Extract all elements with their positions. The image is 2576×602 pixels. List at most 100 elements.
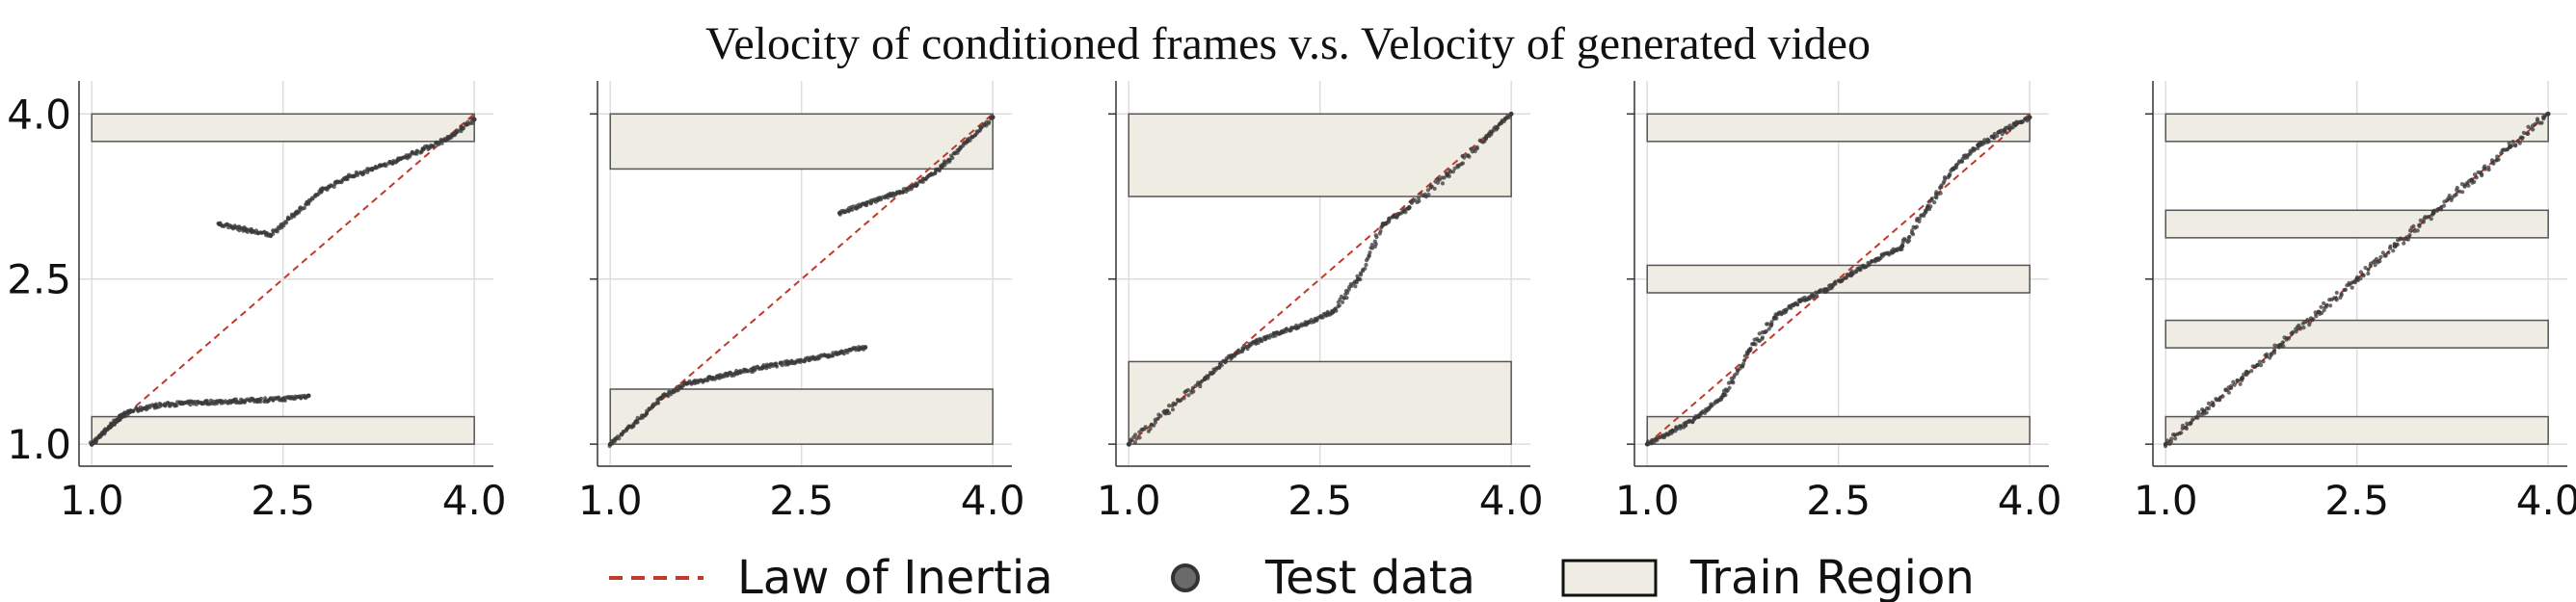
x-tick-label: 2.5 bbox=[251, 477, 315, 524]
test-point bbox=[684, 380, 690, 386]
test-point bbox=[2513, 143, 2518, 147]
test-point bbox=[2383, 253, 2388, 258]
test-point bbox=[443, 138, 448, 143]
test-point bbox=[760, 364, 766, 370]
legend-test-swatch bbox=[1171, 563, 1200, 592]
test-point bbox=[2483, 167, 2488, 171]
test-point bbox=[2261, 359, 2266, 364]
test-point bbox=[1848, 271, 1854, 276]
test-point bbox=[305, 393, 311, 399]
test-point bbox=[178, 401, 184, 406]
test-point bbox=[2313, 310, 2318, 315]
test-point bbox=[1164, 408, 1170, 414]
test-point bbox=[2240, 376, 2245, 380]
test-point bbox=[431, 144, 436, 148]
test-point bbox=[2322, 301, 2326, 305]
test-point bbox=[1417, 198, 1421, 203]
test-point bbox=[420, 146, 426, 152]
y-tick-label: 1.0 bbox=[7, 421, 71, 468]
panel-5: 1.0 2.5 4.0 bbox=[2134, 81, 2576, 524]
test-point bbox=[2402, 241, 2406, 246]
test-point bbox=[2189, 420, 2193, 425]
test-point bbox=[1148, 427, 1153, 432]
test-point bbox=[2206, 401, 2211, 406]
test-point bbox=[1981, 141, 1986, 145]
test-point bbox=[1417, 196, 1421, 200]
test-point bbox=[888, 193, 893, 198]
test-point bbox=[2354, 276, 2360, 282]
test-point bbox=[1368, 250, 1372, 255]
test-point bbox=[2301, 326, 2306, 330]
test-point bbox=[266, 399, 271, 404]
test-point bbox=[2235, 378, 2240, 382]
test-point bbox=[1364, 262, 1368, 268]
test-point bbox=[1986, 138, 1991, 143]
test-point bbox=[2366, 267, 2371, 272]
test-point bbox=[1330, 309, 1336, 315]
test-point bbox=[414, 148, 420, 153]
test-point bbox=[1823, 287, 1828, 293]
test-point bbox=[2472, 172, 2478, 177]
train-region bbox=[1128, 360, 1512, 445]
test-point bbox=[2352, 280, 2357, 285]
test-series-1 bbox=[607, 345, 868, 449]
test-series-2 bbox=[216, 116, 477, 239]
test-point bbox=[1947, 173, 1952, 178]
test-point bbox=[329, 183, 333, 188]
test-point bbox=[2460, 190, 2465, 195]
inertia-line bbox=[91, 113, 475, 445]
test-point bbox=[439, 141, 444, 145]
x-tick-label: 2.5 bbox=[1806, 477, 1871, 524]
test-point bbox=[318, 188, 324, 194]
test-point bbox=[817, 355, 822, 360]
test-point bbox=[1182, 396, 1186, 401]
test-point bbox=[89, 441, 94, 447]
test-point bbox=[819, 353, 824, 357]
y-tick-label: 2.5 bbox=[7, 256, 71, 303]
test-point bbox=[115, 417, 120, 423]
test-point bbox=[1700, 410, 1705, 415]
test-point bbox=[2238, 381, 2243, 386]
test-point bbox=[2542, 114, 2547, 119]
train-region bbox=[2164, 209, 2549, 239]
test-point bbox=[1765, 322, 1769, 327]
test-point bbox=[1753, 342, 1758, 347]
test-point bbox=[1991, 135, 1996, 140]
x-tick-label: 1.0 bbox=[2134, 477, 2198, 524]
test-point bbox=[2374, 256, 2379, 261]
test-point bbox=[2510, 140, 2515, 144]
test-point bbox=[1353, 284, 1358, 289]
test-point bbox=[163, 404, 168, 408]
test-point bbox=[280, 396, 286, 402]
test-point bbox=[1143, 425, 1148, 430]
test-point bbox=[1279, 329, 1285, 334]
test-point bbox=[1727, 385, 1732, 390]
test-point bbox=[159, 403, 164, 407]
test-point bbox=[2508, 144, 2512, 149]
test-point bbox=[2322, 307, 2326, 313]
test-point bbox=[2386, 250, 2391, 255]
test-series-2 bbox=[837, 115, 996, 217]
test-point bbox=[1133, 432, 1138, 437]
test-point bbox=[2531, 127, 2536, 132]
x-tick-label: 1.0 bbox=[1615, 477, 1680, 524]
test-point bbox=[2191, 417, 2195, 422]
test-point bbox=[2259, 363, 2264, 368]
test-point bbox=[1337, 303, 1341, 308]
test-point bbox=[1976, 142, 1981, 147]
test-point bbox=[780, 363, 784, 368]
test-point bbox=[461, 125, 465, 130]
test-point bbox=[786, 360, 791, 365]
test-point bbox=[2479, 171, 2484, 176]
test-point bbox=[2169, 436, 2174, 441]
test-point bbox=[2272, 343, 2277, 348]
test-point bbox=[384, 164, 388, 169]
test-point bbox=[2223, 388, 2228, 393]
test-point bbox=[2245, 370, 2251, 375]
test-point bbox=[1378, 228, 1383, 234]
test-point bbox=[2358, 276, 2363, 281]
test-point bbox=[841, 352, 847, 356]
test-point bbox=[2417, 223, 2422, 228]
test-point bbox=[1760, 335, 1765, 340]
test-point bbox=[2507, 141, 2511, 146]
